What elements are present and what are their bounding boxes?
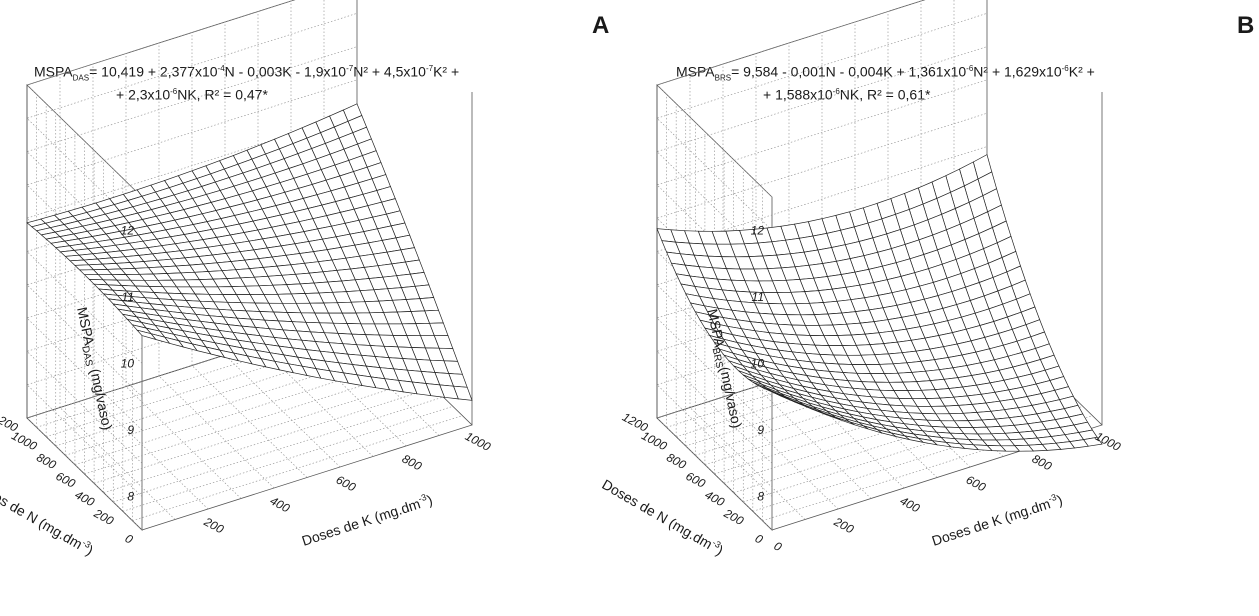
grid-line xyxy=(722,396,839,510)
grid-line xyxy=(92,396,209,510)
n-tick-label: 800 xyxy=(34,450,59,472)
grid-line xyxy=(656,212,988,431)
grid-line xyxy=(26,246,358,464)
regression-equation-line2: + 1,588x10-6NK, R² = 0,61* xyxy=(763,86,931,103)
surface-plot-b: 8910111202004006008001000020040060080010… xyxy=(599,0,1123,558)
n-tick-label: 600 xyxy=(683,469,708,491)
grid-line xyxy=(26,279,358,497)
chart-panel-b: B MSPABRS= 9,584 - 0,001N - 0,004K + 1,3… xyxy=(599,0,1259,616)
z-tick-label: 9 xyxy=(127,423,134,437)
surface-mesh xyxy=(656,154,1103,452)
n-axis-title: Doses de N (mg.dm-3) xyxy=(0,475,97,558)
n-tick-label: 0 xyxy=(753,531,766,547)
n-tick-label: 200 xyxy=(91,506,116,528)
k-tick-label: 1000 xyxy=(463,429,493,454)
k-tick-label: 800 xyxy=(400,452,425,474)
k-axis-title: Doses de K (mg.dm-3) xyxy=(299,491,434,549)
regression-equation-line2: + 2,3x10-6NK, R² = 0,47* xyxy=(116,86,268,103)
surface-mesh xyxy=(26,103,473,401)
grid-line xyxy=(26,0,296,198)
chart-panel-a: A MSPADAS= 10,419 + 2,377x10-4N - 0,003K… xyxy=(0,0,629,616)
grid-line xyxy=(59,407,176,520)
grid-line xyxy=(689,407,806,520)
k-tick-label: 400 xyxy=(898,494,923,516)
n-tick-label: 600 xyxy=(53,469,78,491)
grid-line xyxy=(656,279,988,497)
grid-line xyxy=(26,179,358,398)
z-tick-label: 8 xyxy=(127,490,134,504)
k-tick-label: 600 xyxy=(334,473,359,495)
k-tick-label: 400 xyxy=(268,494,293,516)
z-tick-label: 10 xyxy=(121,357,135,371)
grid-line xyxy=(656,312,988,531)
k-tick-label: 200 xyxy=(201,514,226,536)
n-tick-label: 200 xyxy=(721,506,746,528)
k-tick-label: 0 xyxy=(772,539,785,555)
n-tick-label: 400 xyxy=(703,488,728,510)
grid-line xyxy=(125,386,242,499)
k-tick-label: 600 xyxy=(964,473,989,495)
surface-plot-a: 8910111220040060080010000200400600800100… xyxy=(0,0,493,558)
panel-letter: A xyxy=(592,12,610,39)
z-tick-label: 8 xyxy=(757,490,764,504)
grid-line xyxy=(755,386,872,499)
z-tick-label: 12 xyxy=(121,223,135,237)
grid-line xyxy=(656,13,988,231)
z-tick-label: 11 xyxy=(122,290,134,304)
grid-line xyxy=(26,312,358,531)
grid-line xyxy=(656,46,988,264)
k-tick-label: 800 xyxy=(1030,452,1055,474)
grid-line xyxy=(26,212,358,431)
grid-line xyxy=(656,246,988,464)
n-tick-label: 800 xyxy=(664,450,689,472)
grid-line xyxy=(656,0,926,198)
k-axis-title: Doses de K (mg.dm-3) xyxy=(929,491,1064,549)
grid-line xyxy=(26,146,358,364)
grid-line xyxy=(26,13,358,231)
z-tick-label: 12 xyxy=(751,223,765,237)
k-tick-label: 1000 xyxy=(1093,429,1123,454)
surface-cell xyxy=(136,329,157,341)
grid-line xyxy=(191,365,308,478)
n-tick-label: 400 xyxy=(73,488,98,510)
k-tick-label: 200 xyxy=(831,514,856,536)
regression-equation-line1: MSPADAS= 10,419 + 2,377x10-4N - 0,003K -… xyxy=(34,63,460,83)
n-tick-label: 0 xyxy=(123,531,136,547)
surface-cell xyxy=(767,389,786,399)
panel-letter: B xyxy=(1237,12,1255,39)
z-tick-label: 10 xyxy=(751,357,765,371)
grid-line xyxy=(158,375,275,489)
z-tick-label: 11 xyxy=(752,290,764,304)
z-tick-label: 9 xyxy=(757,423,764,437)
